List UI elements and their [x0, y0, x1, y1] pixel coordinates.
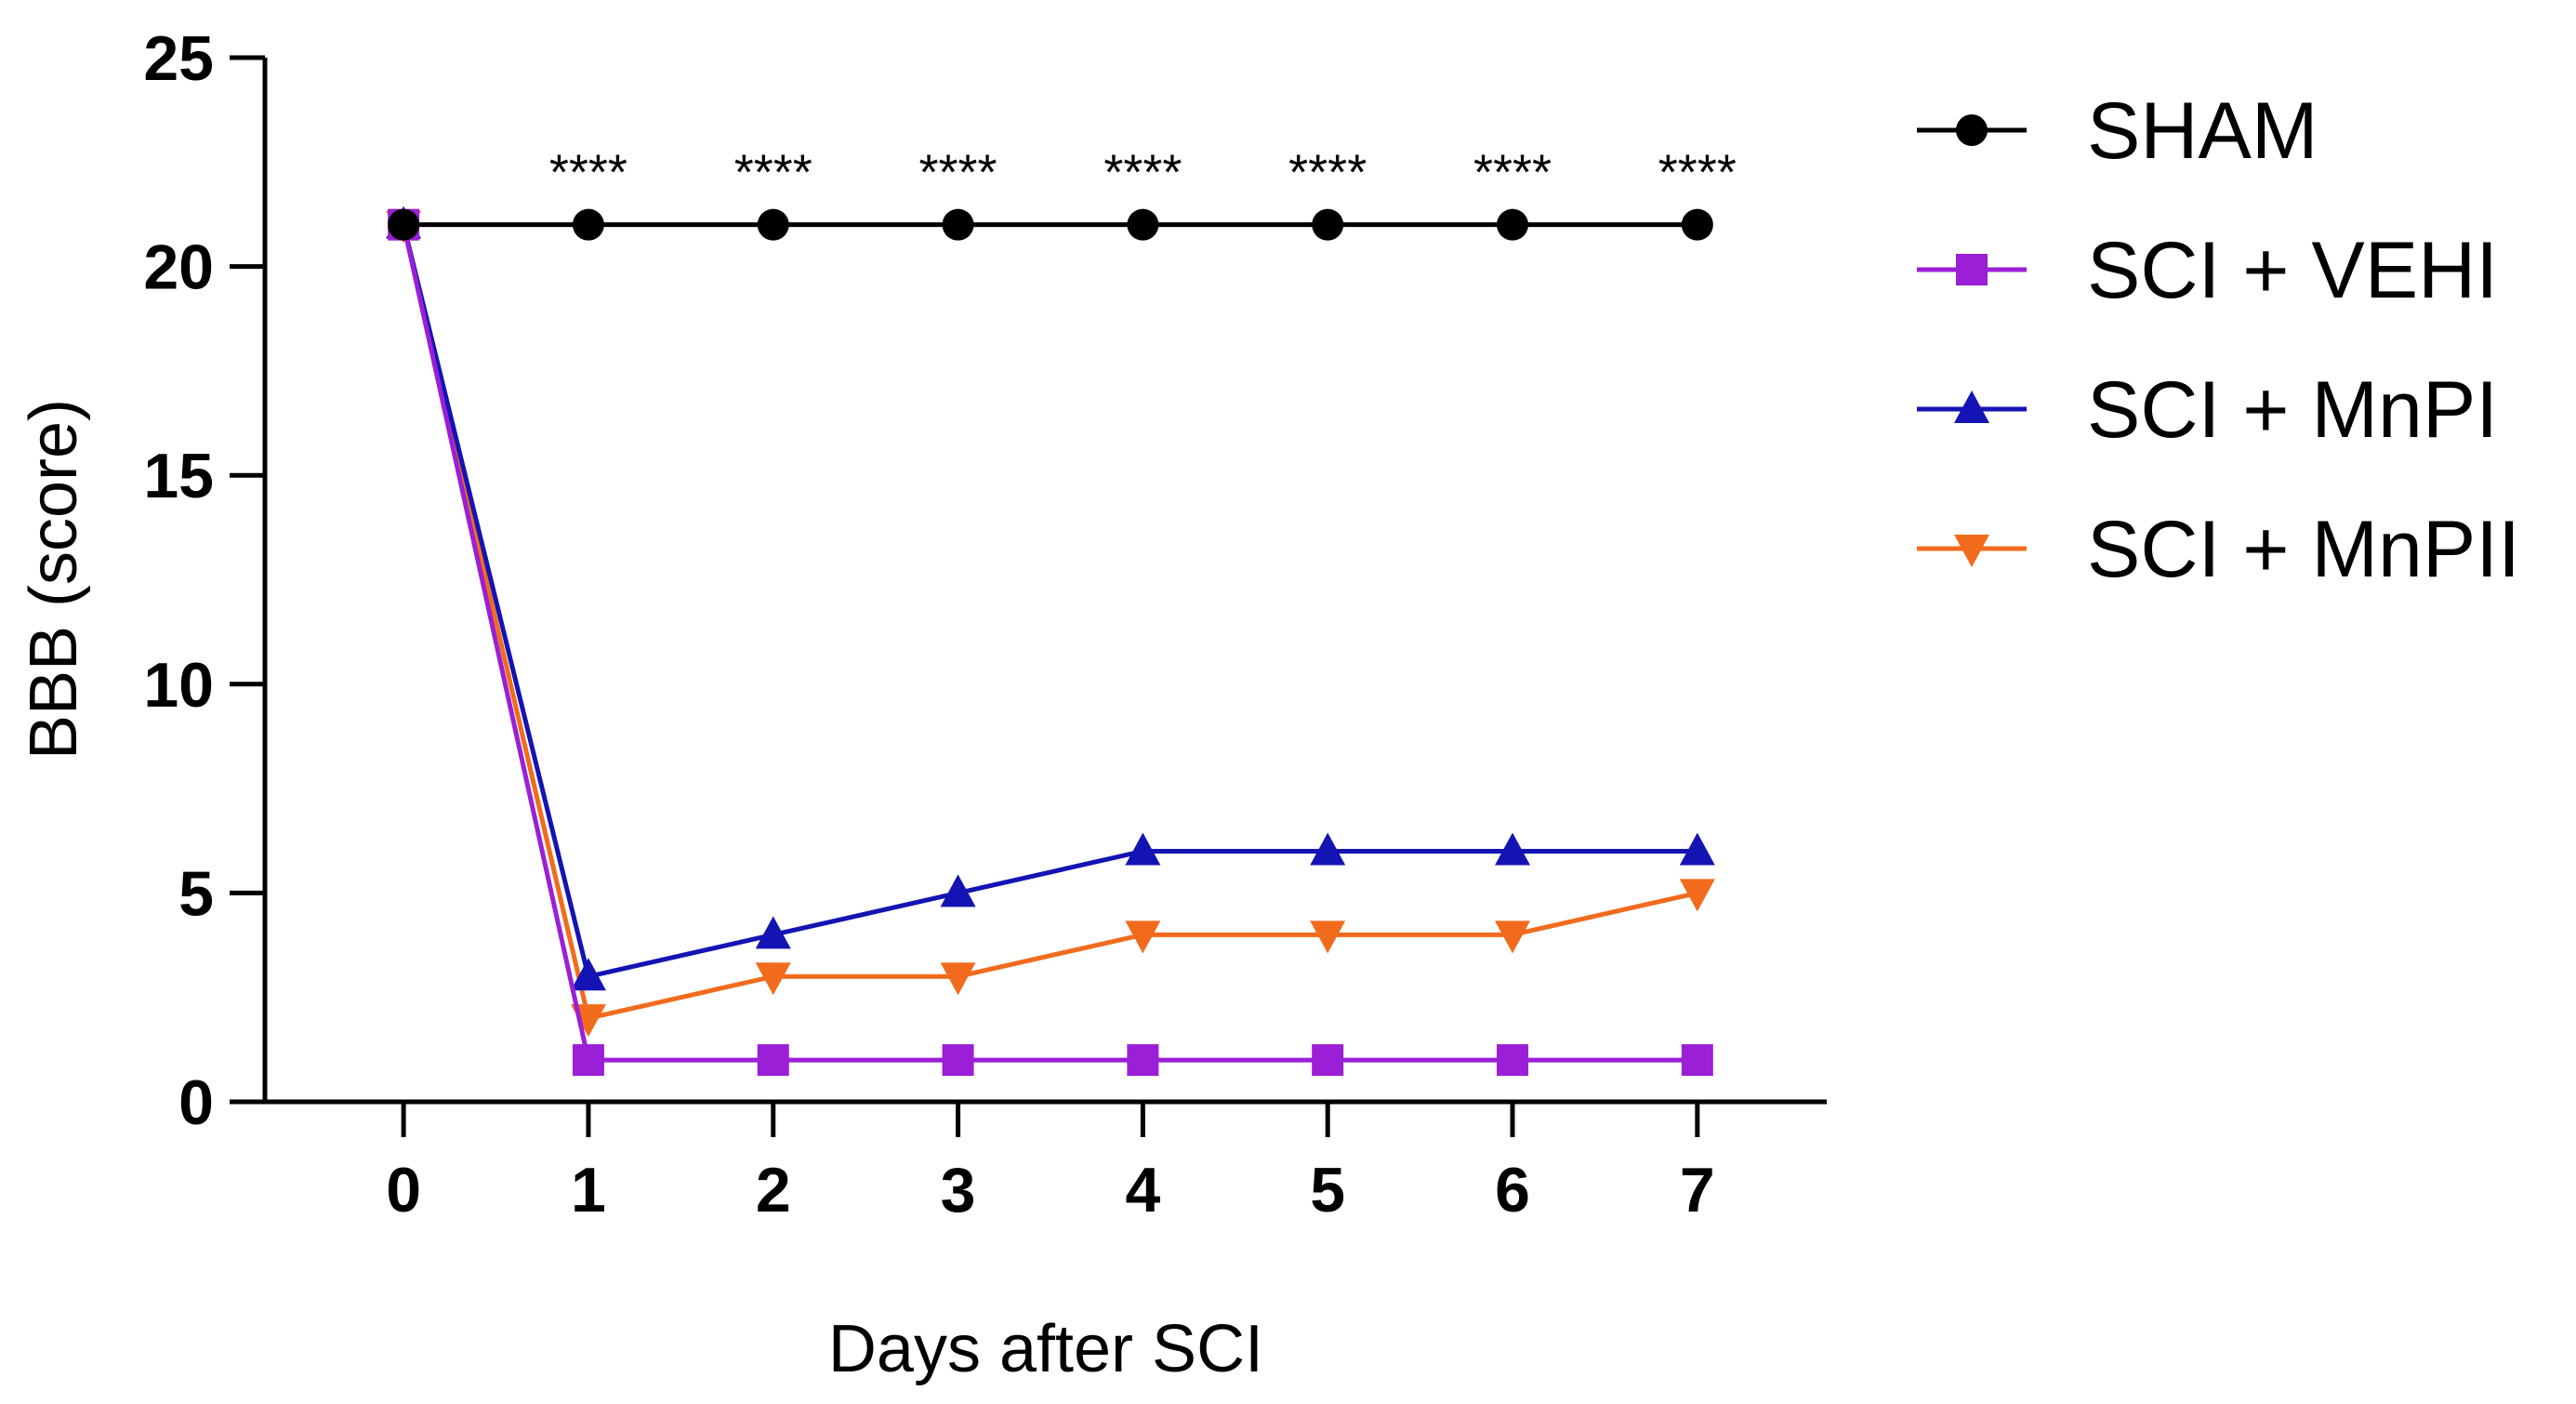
series-line: [401, 224, 1698, 1063]
data-point: [572, 208, 604, 241]
data-point: [1125, 921, 1161, 954]
y-ticks: 0 5 10 15 20 25: [143, 23, 265, 1138]
significance-label: ****: [734, 145, 812, 201]
data-point: [1310, 832, 1346, 866]
x-tick-label: 4: [1125, 1155, 1160, 1225]
data-point: [1681, 208, 1713, 241]
data-point: [942, 208, 974, 241]
x-tick-label: 3: [941, 1155, 976, 1225]
x-tick-label: 2: [756, 1155, 791, 1225]
significance-label: ****: [919, 145, 997, 201]
data-point: [572, 1044, 604, 1077]
significance-label: ****: [1658, 145, 1737, 201]
y-tick-label: 25: [143, 23, 214, 94]
series-line: [401, 224, 1698, 1022]
axes: [262, 58, 1827, 1105]
data-point: [1127, 208, 1159, 241]
data-point: [1497, 1044, 1529, 1077]
data-point: [942, 1044, 974, 1077]
legend-label: SCI + MnPII: [2087, 505, 2520, 594]
series-sham: [388, 208, 1713, 241]
data-point: [755, 962, 791, 996]
series-sci-mnpi: [386, 205, 1715, 991]
significance-label: ****: [1473, 145, 1552, 201]
data-point: [1495, 921, 1531, 954]
x-axis-title: Days after SCI: [828, 1312, 1263, 1386]
data-point: [1127, 1044, 1159, 1077]
data-point: [757, 1044, 789, 1077]
data-point: [1679, 879, 1715, 912]
y-axis-title: BBB (score): [17, 399, 91, 760]
significance-label: ****: [549, 145, 627, 201]
data-point: [570, 958, 606, 991]
data-point: [1125, 832, 1161, 866]
data-point: [1681, 1044, 1713, 1077]
legend-item: SHAM: [1917, 86, 2318, 176]
legend-marker: [1954, 535, 1989, 567]
series-sci-mnpii: [386, 210, 1715, 1038]
x-tick-label: 1: [571, 1155, 606, 1225]
data-point: [1312, 208, 1344, 241]
legend-marker: [1954, 391, 1989, 423]
legend-marker: [1956, 114, 1988, 146]
series-sci-vehi: [388, 208, 1713, 1077]
legend-item: SCI + MnPII: [1917, 505, 2520, 594]
significance-annotations: **** **** **** **** **** **** ****: [549, 145, 1737, 201]
data-point: [757, 208, 789, 241]
legend-item: SCI + VEHI: [1917, 226, 2498, 315]
legend: SHAM SCI + VEHI SCI + MnPI SCI + MnPII: [1917, 86, 2520, 594]
data-point: [1310, 921, 1346, 954]
y-tick-label: 10: [143, 650, 214, 721]
x-tick-label: 5: [1310, 1155, 1345, 1225]
legend-label: SHAM: [2087, 86, 2318, 176]
y-tick-label: 5: [178, 858, 214, 929]
legend-label: SCI + VEHI: [2087, 226, 2498, 315]
y-tick-label: 15: [143, 441, 214, 511]
data-point: [1495, 832, 1531, 866]
significance-label: ****: [1103, 145, 1182, 201]
legend-marker: [1956, 254, 1988, 285]
series-layer: [386, 205, 1715, 1077]
data-point: [388, 208, 420, 241]
y-tick-label: 20: [143, 232, 214, 303]
data-point: [1312, 1044, 1344, 1077]
legend-item: SCI + MnPI: [1917, 365, 2498, 455]
x-tick-label: 7: [1680, 1155, 1715, 1225]
x-ticks: 0 1 2 3 4 5 6 7: [386, 1102, 1715, 1225]
data-point: [755, 916, 791, 949]
legend-label: SCI + MnPI: [2087, 365, 2498, 455]
x-tick-label: 0: [386, 1155, 421, 1225]
significance-label: ****: [1288, 145, 1367, 201]
data-point: [1679, 832, 1715, 866]
x-tick-label: 6: [1495, 1155, 1530, 1225]
data-point: [940, 962, 976, 996]
data-point: [940, 874, 976, 907]
y-tick-label: 0: [178, 1067, 214, 1138]
series-line: [401, 224, 1698, 980]
data-point: [1497, 208, 1529, 241]
